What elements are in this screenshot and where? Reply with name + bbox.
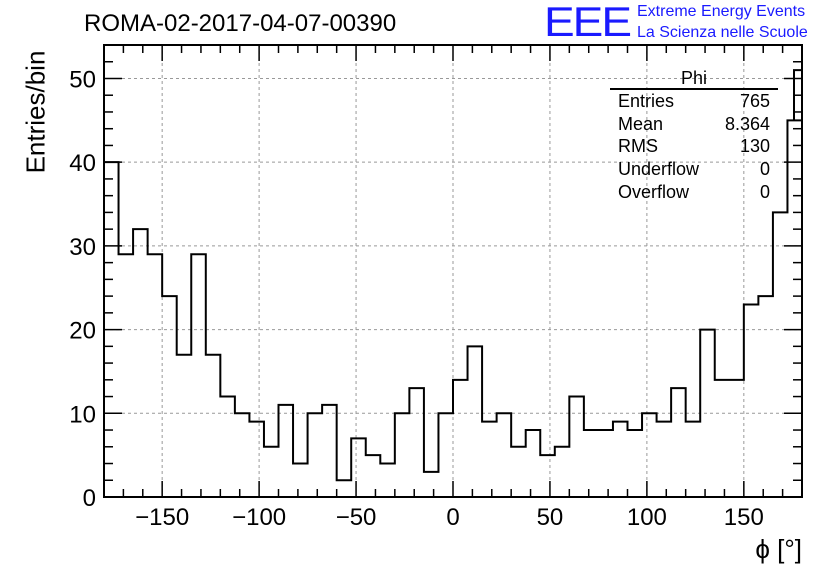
histogram-bin: [293, 464, 308, 497]
tick-labels: −150 −100 −50 0 50 100 150 0 10 20 30 40 50: [69, 66, 764, 531]
histogram-bin: [686, 422, 701, 497]
stats-value: 765: [739, 91, 770, 111]
histogram-bin: [584, 430, 599, 497]
page-title: ROMA-02-2017-04-07-00390: [84, 10, 397, 37]
x-tick-label: 0: [446, 504, 459, 531]
histogram-bin: [773, 212, 788, 497]
histogram-bin: [438, 413, 453, 497]
histogram-bin: [468, 346, 483, 497]
y-tick-label: 10: [69, 401, 96, 428]
histogram-bin: [308, 413, 323, 497]
y-tick-label: 20: [69, 318, 96, 345]
stats-box: Phi Entries 765 Mean 8.364 RMS 130 Under…: [610, 68, 778, 204]
y-tick-label: 30: [69, 234, 96, 261]
histogram-bin: [744, 304, 759, 497]
histogram-bin: [177, 355, 192, 497]
stats-label: Mean: [618, 113, 664, 134]
x-tick-label: −50: [336, 504, 377, 531]
histogram-bin: [569, 397, 584, 497]
histogram-bin: [598, 430, 613, 497]
stats-label: Underflow: [618, 159, 700, 180]
eee-logo: EEE: [544, 0, 632, 45]
stats-label: Entries: [618, 91, 675, 111]
histogram-bin: [337, 480, 352, 497]
stats-value: 0: [759, 181, 770, 202]
histogram-bin: [409, 388, 424, 497]
histogram-outline: [103, 119, 802, 497]
histogram-outline-edge: [793, 69, 802, 121]
histogram-bin: [148, 254, 163, 497]
brand-line-2: La Scienza nelle Scuole: [637, 24, 808, 41]
histogram-bin: [671, 388, 686, 497]
histogram-bin: [191, 254, 206, 497]
brand-line-1: Extreme Energy Events: [637, 3, 806, 20]
histogram-bars: [103, 69, 802, 497]
stats-value: 0: [759, 159, 770, 180]
stats-label: RMS: [618, 136, 658, 157]
histogram-bin: [787, 120, 802, 497]
histogram-bin: [395, 413, 410, 497]
histogram-bin: [555, 447, 570, 497]
x-tick-label: 150: [724, 504, 764, 531]
x-tick-label: 50: [537, 504, 564, 531]
stats-row-mean: Mean 8.364: [610, 113, 778, 136]
axis-ticks: [104, 44, 802, 498]
histogram-bin: [729, 380, 744, 497]
histogram-bin: [511, 447, 526, 497]
histogram-bin: [119, 254, 134, 497]
histogram-bin: [628, 430, 643, 497]
histogram-bin: [351, 438, 366, 497]
histogram-bin: [235, 413, 250, 497]
stats-name: Phi: [610, 68, 778, 90]
y-tick-label: 50: [69, 66, 96, 93]
histogram-bin: [206, 355, 221, 497]
stats-row-overflow: Overflow 0: [610, 181, 778, 204]
histogram-bin: [482, 422, 497, 497]
histogram-bin: [715, 380, 730, 497]
x-axis-label: ϕ [°]: [755, 534, 802, 564]
histogram-bin: [162, 296, 177, 497]
histogram-bin: [657, 422, 672, 497]
histogram-bin: [758, 296, 773, 497]
stats-row-entries: Entries 765: [610, 90, 778, 113]
x-tick-label: 100: [627, 504, 667, 531]
histogram-bin: [424, 472, 439, 497]
histogram-bin: [526, 430, 541, 497]
plot-frame: [103, 44, 803, 498]
x-tick-label: −150: [135, 504, 189, 531]
stats-row-underflow: Underflow 0: [610, 158, 778, 181]
histogram-bin: [279, 405, 294, 497]
y-tick-label: 0: [83, 485, 96, 512]
histogram-bin: [264, 447, 279, 497]
histogram-bin: [540, 455, 555, 497]
histogram-bin: [453, 380, 468, 497]
y-axis-label: Entries/bin: [20, 50, 51, 174]
histogram-bin: [133, 229, 148, 497]
histogram-bin: [249, 422, 264, 497]
histogram-bin: [613, 422, 628, 497]
stats-row-rms: RMS 130: [610, 135, 778, 158]
histogram-bin: [497, 413, 512, 497]
histogram-bin: [220, 397, 235, 497]
stats-value: 8.364: [724, 113, 770, 134]
y-tick-label: 40: [69, 150, 96, 177]
histogram-bin: [642, 413, 657, 497]
stats-label: Overflow: [618, 181, 690, 202]
histogram-bin: [380, 464, 395, 497]
histogram-bin: [322, 405, 337, 497]
stats-value: 130: [739, 136, 770, 157]
x-tick-label: −100: [232, 504, 286, 531]
histogram-bin: [366, 455, 381, 497]
